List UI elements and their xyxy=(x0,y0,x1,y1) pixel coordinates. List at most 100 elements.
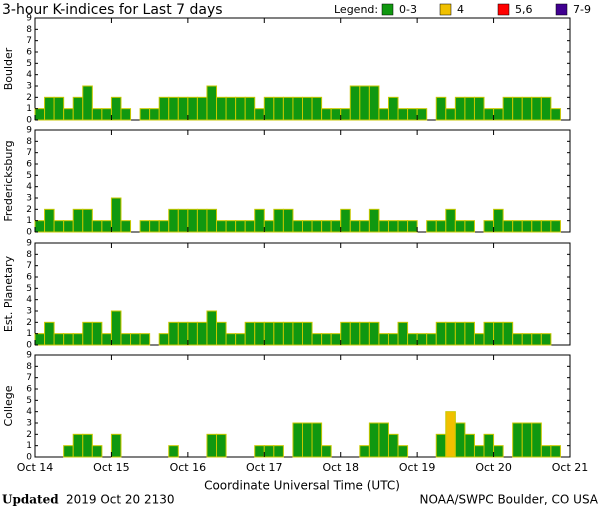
y-tick-label: 4 xyxy=(26,70,32,80)
bar xyxy=(397,108,409,121)
bar xyxy=(368,85,380,121)
legend-swatch xyxy=(497,3,510,16)
bar xyxy=(149,108,160,121)
x-tick-label: Oct 18 xyxy=(322,461,359,474)
bar xyxy=(493,208,504,233)
bar xyxy=(454,96,466,121)
y-tick-label: 8 xyxy=(26,137,32,147)
legend-label: 5,6 xyxy=(515,3,533,16)
bar xyxy=(311,220,323,233)
bar xyxy=(110,96,122,121)
y-tick-label: 8 xyxy=(26,250,32,260)
footer-source: NOAA/SWPC Boulder, CO USA xyxy=(420,493,599,507)
bar xyxy=(101,220,112,233)
panel-label: College xyxy=(2,385,15,426)
bar xyxy=(292,96,304,121)
bar xyxy=(464,220,475,233)
bar xyxy=(225,96,237,121)
y-tick-label: 0 xyxy=(26,228,32,238)
panel-label: Fredericksburg xyxy=(2,140,15,221)
bar xyxy=(416,108,428,121)
bar xyxy=(53,220,65,233)
bar xyxy=(359,85,370,121)
bar xyxy=(82,208,93,233)
bar xyxy=(72,208,84,233)
legend-swatch xyxy=(439,3,452,16)
bar xyxy=(216,321,227,346)
y-tick-label: 7 xyxy=(26,36,32,46)
bar xyxy=(168,321,179,346)
bar xyxy=(521,422,533,458)
bar xyxy=(263,321,275,346)
bar xyxy=(168,445,179,458)
bar xyxy=(273,321,284,346)
legend-label: 0-3 xyxy=(399,3,417,16)
bar xyxy=(521,220,533,233)
bar xyxy=(254,445,265,458)
bar xyxy=(483,321,495,346)
bar xyxy=(282,321,294,346)
bar xyxy=(72,433,84,458)
bar xyxy=(34,333,46,346)
bar xyxy=(464,321,475,346)
bar xyxy=(445,108,456,121)
y-tick-label: 3 xyxy=(26,419,32,429)
y-tick-label: 1 xyxy=(26,329,32,339)
footer-date: 2019 Oct 20 2130 xyxy=(66,493,175,507)
y-tick-label: 1 xyxy=(26,216,32,226)
bar xyxy=(302,220,313,233)
bar xyxy=(206,310,218,346)
y-tick-label: 3 xyxy=(26,307,32,317)
bar xyxy=(321,220,332,233)
y-tick-label: 6 xyxy=(26,273,32,283)
bar xyxy=(512,96,523,121)
bar xyxy=(302,422,313,458)
bar xyxy=(502,220,514,233)
bar xyxy=(321,445,332,458)
x-tick-label: Oct 19 xyxy=(399,461,436,474)
y-tick-label: 9 xyxy=(26,351,32,361)
bar xyxy=(531,422,542,458)
y-tick-label: 7 xyxy=(26,261,32,271)
bar xyxy=(445,321,456,346)
bar xyxy=(53,333,65,346)
y-tick-label: 0 xyxy=(26,116,32,126)
bar xyxy=(254,208,265,233)
y-tick-label: 6 xyxy=(26,160,32,170)
bar xyxy=(321,333,332,346)
bar xyxy=(311,96,323,121)
bar xyxy=(435,220,447,233)
bar xyxy=(464,96,475,121)
bar xyxy=(483,433,495,458)
bar xyxy=(63,445,74,458)
bar xyxy=(330,220,342,233)
bar xyxy=(149,220,160,233)
bar xyxy=(273,208,284,233)
y-tick-label: 1 xyxy=(26,104,32,114)
y-tick-label: 6 xyxy=(26,48,32,58)
bar xyxy=(302,321,313,346)
legend-label: 7-9 xyxy=(573,3,591,16)
bar xyxy=(493,108,504,121)
chart-title: 3-hour K-indices for Last 7 days xyxy=(2,2,223,18)
bar xyxy=(349,85,361,121)
x-tick-label: Oct 20 xyxy=(475,461,512,474)
bar xyxy=(330,333,342,346)
bar xyxy=(101,108,112,121)
bar xyxy=(120,220,132,233)
bar xyxy=(387,333,399,346)
bar xyxy=(282,208,294,233)
bar xyxy=(445,411,456,458)
bar xyxy=(139,333,151,346)
bar xyxy=(206,85,218,121)
bar xyxy=(540,333,552,346)
bar xyxy=(407,333,418,346)
bar xyxy=(473,333,485,346)
bar xyxy=(91,445,103,458)
x-tick-label: Oct 21 xyxy=(552,461,589,474)
bar xyxy=(168,96,179,121)
bar xyxy=(206,208,218,233)
bar xyxy=(254,108,265,121)
bar xyxy=(168,208,179,233)
